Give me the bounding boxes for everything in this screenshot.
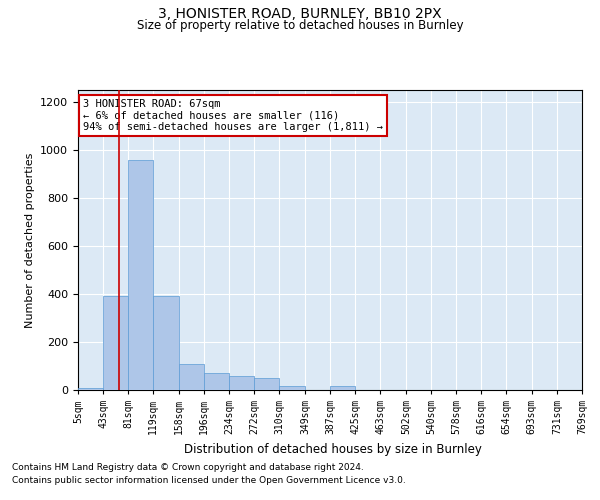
Y-axis label: Number of detached properties: Number of detached properties <box>25 152 35 328</box>
Bar <box>103 296 128 390</box>
Bar <box>229 376 254 390</box>
Bar <box>330 386 355 390</box>
Bar <box>179 364 204 390</box>
Bar <box>254 378 279 390</box>
Bar <box>204 373 229 390</box>
Text: 3 HONISTER ROAD: 67sqm
← 6% of detached houses are smaller (116)
94% of semi-det: 3 HONISTER ROAD: 67sqm ← 6% of detached … <box>83 99 383 132</box>
Text: 3, HONISTER ROAD, BURNLEY, BB10 2PX: 3, HONISTER ROAD, BURNLEY, BB10 2PX <box>158 8 442 22</box>
Bar <box>279 386 305 390</box>
Text: Distribution of detached houses by size in Burnley: Distribution of detached houses by size … <box>184 442 482 456</box>
Bar <box>128 160 153 390</box>
Bar <box>153 296 179 390</box>
Text: Contains HM Land Registry data © Crown copyright and database right 2024.: Contains HM Land Registry data © Crown c… <box>12 464 364 472</box>
Text: Size of property relative to detached houses in Burnley: Size of property relative to detached ho… <box>137 18 463 32</box>
Text: Contains public sector information licensed under the Open Government Licence v3: Contains public sector information licen… <box>12 476 406 485</box>
Bar <box>78 388 103 390</box>
